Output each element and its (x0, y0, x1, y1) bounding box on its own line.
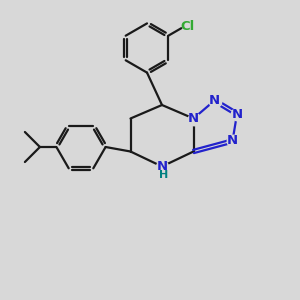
Text: H: H (159, 170, 168, 181)
Text: N: N (231, 107, 243, 121)
Text: Cl: Cl (181, 20, 195, 34)
Text: N: N (209, 94, 220, 107)
Text: N: N (156, 160, 168, 173)
Text: N: N (227, 134, 238, 148)
Text: N: N (188, 112, 199, 125)
